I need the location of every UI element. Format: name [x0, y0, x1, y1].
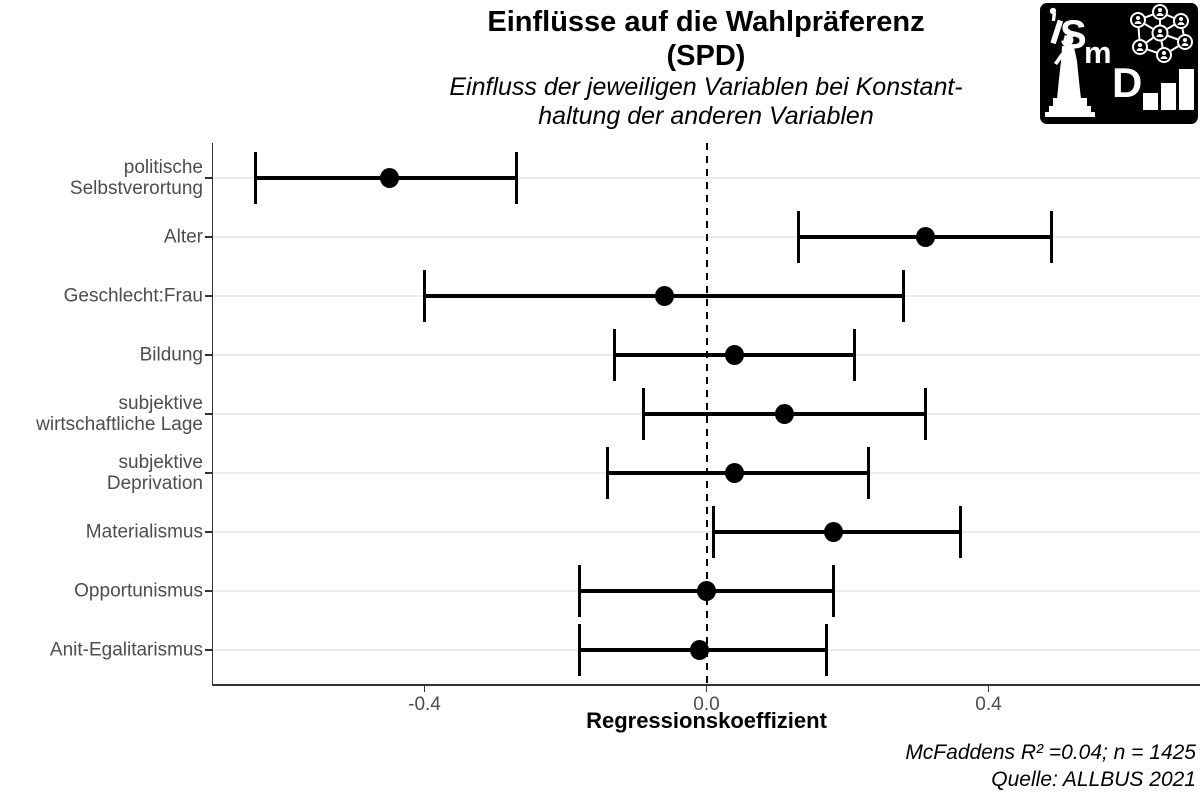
caption-stats: McFaddens R² =0.04; n = 1425 [905, 741, 1196, 764]
x-axis-line [211, 684, 1200, 686]
y-axis-category-label: subjektive Deprivation [107, 452, 203, 494]
y-tick-mark [205, 236, 212, 238]
y-tick-mark [205, 413, 212, 415]
y-axis-category-label-line: Opportunismus [74, 580, 203, 602]
errorbar-cap-right [853, 329, 857, 381]
y-axis-category-label: Materialismus [86, 522, 203, 543]
y-axis-category-label-line: subjektive [118, 393, 204, 414]
errorbar-cap-right [902, 270, 906, 322]
logo-letter-s: S [1060, 13, 1087, 57]
y-axis-category-label-line: politische [123, 157, 203, 178]
logo-letter-d: D [1112, 59, 1142, 106]
y-tick-mark [205, 590, 212, 592]
network-node-people [1134, 8, 1189, 59]
errorbar-cap-right [514, 152, 518, 204]
errorbar-cap-left [613, 329, 617, 381]
smd-logo-graphic: S m D [1040, 3, 1198, 124]
errorbar-cap-right [1050, 211, 1054, 263]
y-axis-category-label: subjektive wirtschaftliche Lage [36, 393, 203, 435]
logo-letter-m: m [1084, 35, 1112, 70]
y-tick-mark [205, 295, 212, 297]
y-axis-category-label-line: Selbstverortung [69, 178, 203, 199]
chart-subtitle-line2: haltung der anderen Variablen [538, 102, 874, 130]
errorbar-cap-left [423, 270, 426, 322]
y-axis-category-label-line: Deprivation [106, 473, 203, 494]
point-estimate [915, 227, 935, 247]
y-axis-category-label-line: Geschlecht:Frau [63, 285, 203, 307]
errorbar-cap-left [253, 152, 257, 204]
y-axis-category-label: Geschlecht:Frau [64, 286, 203, 307]
errorbar-cap-right [958, 506, 962, 558]
y-axis-category-label: Opportunismus [74, 581, 203, 602]
caption: McFaddens R² =0.04; n = 1425 Quelle: ALL… [596, 739, 1196, 793]
point-estimate [697, 581, 716, 601]
errorbar-cap-left [641, 388, 645, 440]
statue-of-liberty-icon [1045, 7, 1095, 117]
errorbar-cap-left [606, 447, 610, 499]
y-axis-line [211, 143, 213, 686]
x-axis-title: Regressionskoeffizient [586, 708, 827, 733]
y-axis-category-label: politische Selbstverortung [70, 157, 203, 199]
x-tick-label: -0.4 [408, 694, 441, 715]
chart-subtitle-line1: Einfluss der jeweiligen Variablen bei Ko… [449, 73, 963, 101]
chart-title-line2: (SPD) [666, 40, 746, 72]
point-estimate [689, 640, 709, 660]
y-tick-mark [205, 472, 212, 474]
errorbar-cap-right [831, 565, 835, 617]
point-estimate [654, 286, 674, 306]
y-axis-category-label: Alter [164, 227, 203, 248]
y-axis-category-label-line: Anit-Egalitarismus [49, 639, 203, 661]
y-tick-mark [205, 354, 212, 356]
x-tick-mark [423, 685, 426, 692]
errorbar-cap-right [867, 447, 871, 499]
point-estimate [823, 522, 843, 542]
y-tick-mark [205, 649, 212, 651]
errorbar-cap-right [923, 388, 927, 440]
errorbar-cap-left [796, 211, 800, 263]
y-axis-category-label: Anit-Egalitarismus [50, 640, 203, 661]
x-tick-mark [705, 685, 708, 692]
panel [213, 143, 1200, 684]
y-tick-mark [205, 531, 212, 533]
y-axis-category-label-line: wirtschaftliche Lage [36, 414, 203, 435]
x-tick-label: 0.4 [975, 694, 1002, 715]
x-tick-mark [987, 685, 990, 692]
errorbar-cap-left [578, 624, 582, 676]
chart-title-line1: Einflüsse auf die Wahlpräferenz [487, 6, 925, 38]
smd-logo: S m D [1040, 3, 1198, 124]
point-estimate [774, 404, 794, 424]
caption-source: Quelle: ALLBUS 2021 [991, 768, 1196, 791]
x-tick-label: 0.0 [693, 694, 720, 715]
errorbar-cap-right [824, 624, 828, 676]
y-axis-category-label-line: Bildung [139, 344, 203, 366]
errorbar-cap-left [712, 506, 716, 558]
y-axis-category-label: Bildung [140, 345, 203, 366]
y-axis-category-label-line: Alter [163, 226, 203, 248]
bar-chart-icon [1143, 69, 1194, 110]
errorbar-cap-left [578, 565, 582, 617]
y-axis-category-label-line: subjektive [118, 452, 204, 473]
point-estimate [725, 345, 745, 365]
chart-header: Einflüsse auf die Wahlpräferenz (SPD) Ei… [212, 5, 1200, 131]
y-tick-mark [205, 177, 212, 179]
point-estimate [725, 463, 745, 483]
point-estimate [379, 168, 399, 188]
y-axis-category-label-line: Materialismus [85, 521, 203, 543]
